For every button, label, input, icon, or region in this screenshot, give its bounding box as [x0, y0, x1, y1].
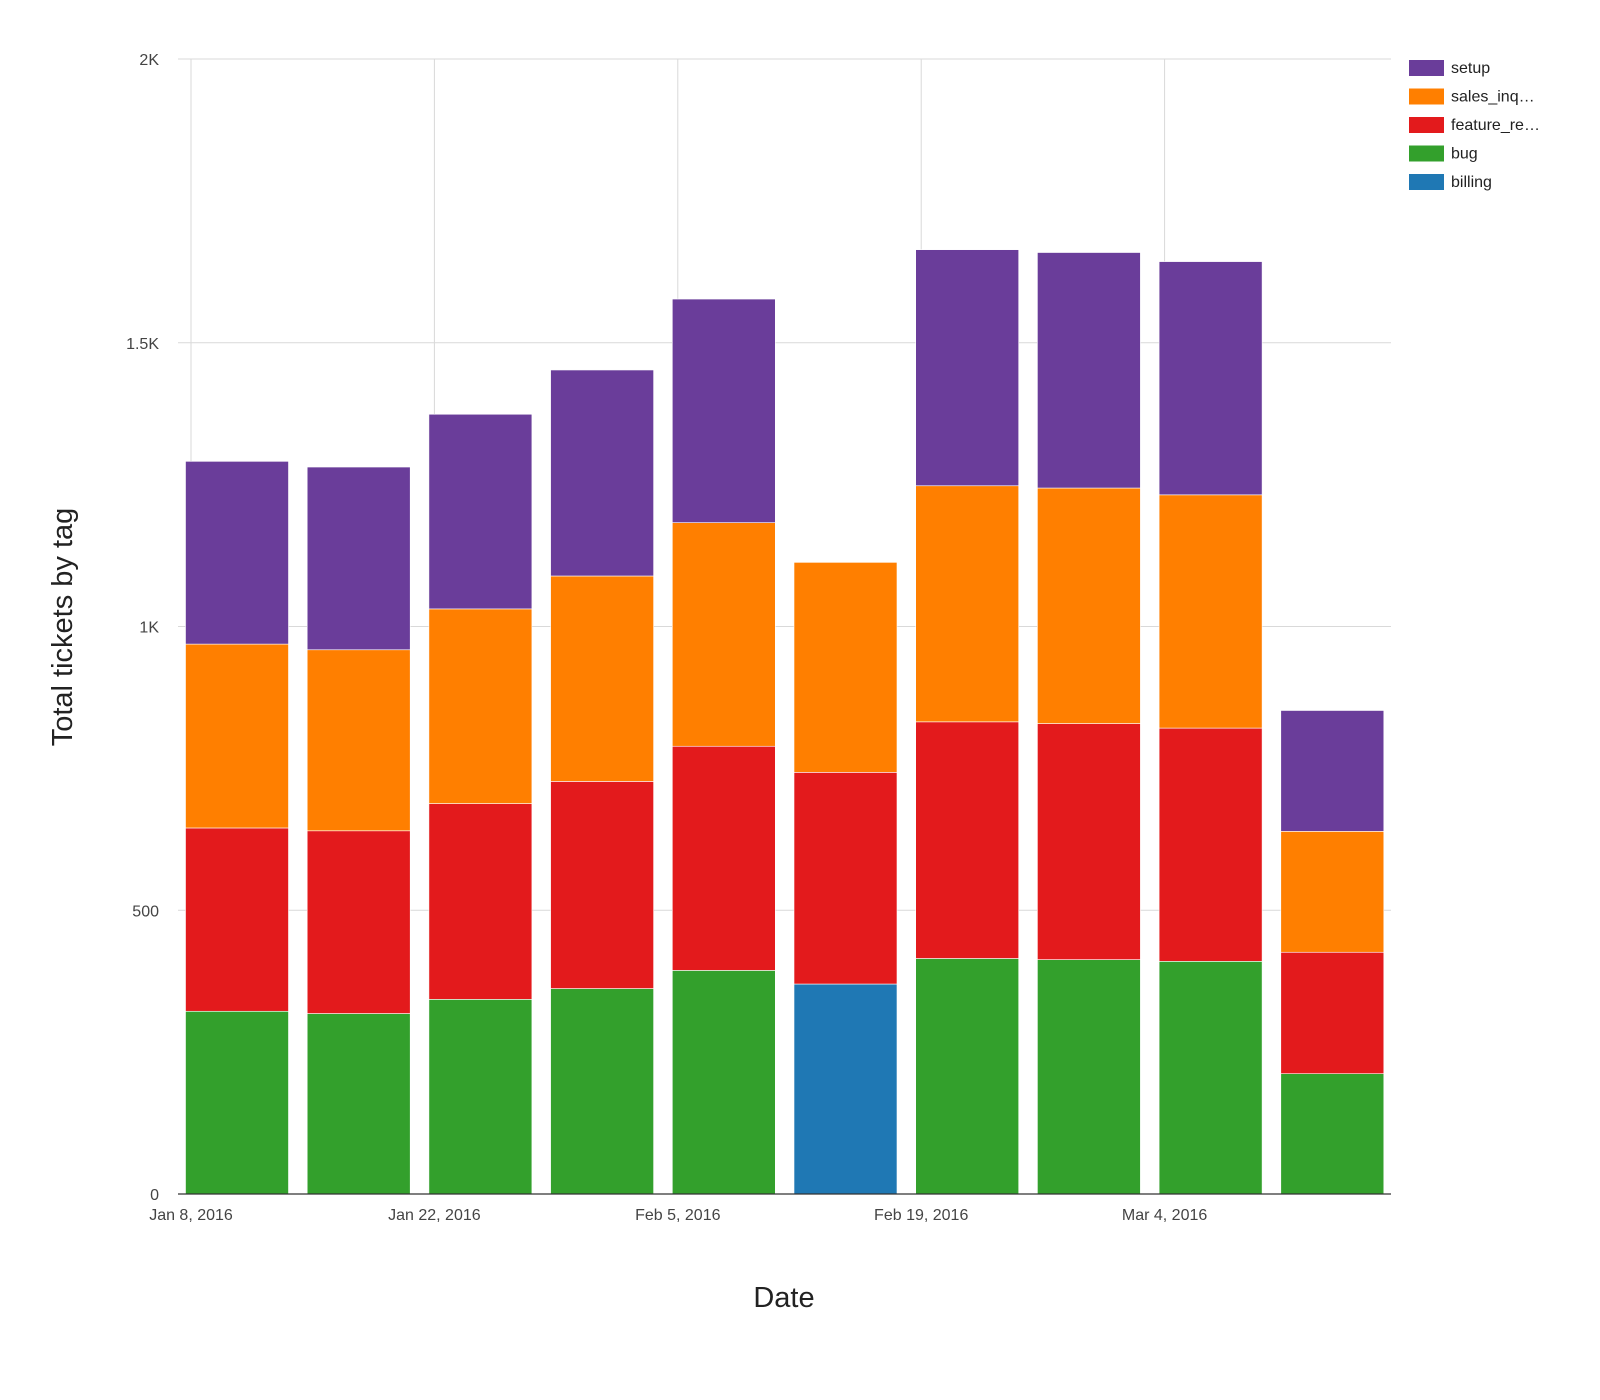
bar-feature_re-8	[1158, 727, 1263, 962]
bar-sales_inq-8	[1158, 494, 1263, 729]
x-tick-label: Feb 5, 2016	[635, 1207, 721, 1224]
bar-bug-7	[1037, 959, 1141, 1195]
bar-feature_re-6	[915, 721, 1020, 959]
bar-setup-9	[1280, 710, 1385, 832]
legend-label: sales_inq…	[1451, 89, 1535, 106]
legend-swatch	[1409, 88, 1444, 105]
bar-billing-5	[793, 983, 898, 1195]
bar-feature_re-9	[1280, 951, 1385, 1074]
bars	[185, 249, 1385, 1195]
bar-bug-0	[185, 1010, 289, 1195]
y-tick-label: 0	[150, 1187, 159, 1204]
legend-label: billing	[1451, 174, 1492, 191]
x-tick-label: Feb 19, 2016	[874, 1207, 968, 1224]
bar-sales_inq-4	[671, 522, 776, 747]
legend-swatch	[1409, 117, 1444, 133]
legend-swatch	[1409, 145, 1444, 162]
legend-swatch	[1409, 174, 1444, 190]
bar-setup-0	[185, 461, 289, 645]
bar-setup-1	[306, 466, 411, 651]
bar-bug-1	[306, 1013, 411, 1195]
legend-swatch	[1409, 60, 1444, 76]
y-tick-label: 1K	[139, 620, 159, 637]
bar-sales_inq-9	[1280, 831, 1385, 953]
bar-setup-6	[915, 249, 1020, 487]
bar-feature_re-2	[428, 803, 533, 1000]
x-tick-label: Jan 8, 2016	[149, 1207, 233, 1224]
bar-feature_re-3	[550, 781, 654, 989]
bar-sales_inq-1	[306, 649, 411, 832]
bar-feature_re-7	[1037, 723, 1141, 960]
bar-feature_re-1	[306, 830, 411, 1014]
legend: setup sales_inq… feature_re…bug billing	[1409, 60, 1540, 191]
bar-sales_inq-6	[915, 485, 1020, 723]
legend-label: setup	[1451, 60, 1490, 77]
bar-bug-9	[1280, 1073, 1385, 1195]
bar-sales_inq-5	[793, 562, 898, 773]
x-tick-labels: Jan 8, 2016 Jan 22, 2016 Feb 5, 2016 Feb 19…	[149, 1207, 1207, 1224]
bar-feature_re-5	[793, 772, 898, 985]
legend-label: bug	[1451, 146, 1478, 163]
bar-setup-3	[550, 369, 654, 577]
bar-sales_inq-3	[550, 575, 654, 782]
legend-label: feature_re…	[1451, 117, 1540, 134]
bar-setup-4	[671, 298, 776, 523]
bar-setup-8	[1158, 261, 1263, 496]
bar-setup-7	[1037, 252, 1141, 489]
x-tick-label: Mar 4, 2016	[1122, 1207, 1207, 1224]
bar-feature_re-4	[671, 745, 776, 971]
bar-bug-4	[671, 970, 776, 1195]
bar-bug-2	[428, 999, 533, 1195]
y-tick-label: 1.5K	[126, 336, 159, 353]
y-tick-label: 2K	[139, 52, 159, 69]
y-tick-label: 500	[132, 903, 159, 920]
bar-bug-8	[1158, 961, 1263, 1195]
bar-bug-3	[550, 988, 654, 1195]
bar-bug-6	[915, 958, 1020, 1195]
bar-feature_re-0	[185, 827, 289, 1012]
x-tick-label: Jan 22, 2016	[388, 1207, 481, 1224]
bar-sales_inq-7	[1037, 487, 1141, 724]
bar-setup-2	[428, 413, 533, 610]
bar-sales_inq-0	[185, 643, 289, 829]
y-tick-labels: 0 500 1K 1.5K 2K	[126, 52, 159, 1204]
y-axis-title: Total tickets by tag	[47, 508, 79, 747]
bar-sales_inq-2	[428, 608, 533, 804]
x-axis-title: Date	[753, 1282, 814, 1314]
